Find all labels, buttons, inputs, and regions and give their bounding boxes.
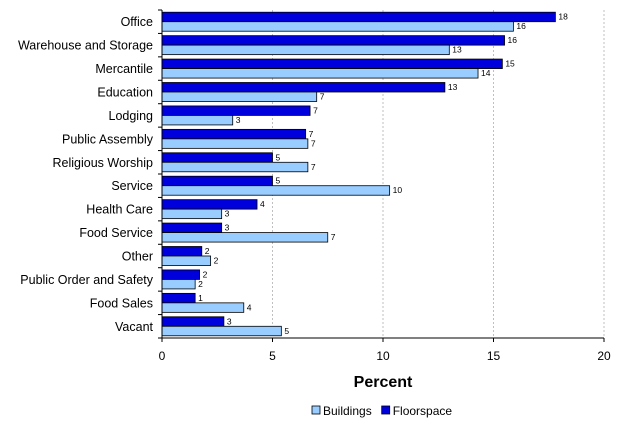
category-label: Religious Worship (52, 156, 153, 170)
bar-buildings (161, 208, 223, 220)
bar-floorspace (161, 58, 503, 69)
bar-buildings (161, 138, 309, 149)
bar-buildings (161, 302, 245, 313)
data-label: 10 (393, 185, 403, 195)
data-label: 1 (198, 293, 203, 303)
x-tick-label: 0 (159, 349, 166, 363)
bar-floorspace (161, 82, 446, 93)
category-label: Public Order and Safety (20, 273, 153, 287)
bar-buildings (161, 255, 212, 266)
legend-label-buildings: Buildings (323, 404, 372, 418)
data-label: 7 (311, 138, 316, 148)
x-tick-label: 10 (376, 349, 390, 363)
bar-floorspace (161, 292, 196, 304)
category-label: Warehouse and Storage (18, 39, 153, 53)
category-label: Office (121, 15, 153, 29)
category-label: Health Care (86, 203, 153, 217)
category-label: Mercantile (95, 62, 153, 76)
legend: Buildings Floorspace (311, 404, 453, 418)
axes (158, 9, 605, 342)
data-label: 16 (516, 21, 526, 31)
data-label: 7 (311, 162, 316, 172)
bar-buildings (161, 115, 234, 126)
bar-floorspace (161, 11, 556, 23)
bar-floorspace (161, 316, 225, 327)
bar-buildings (161, 68, 479, 79)
x-axis-title: Percent (354, 374, 413, 391)
data-label: 7 (320, 92, 325, 102)
bar-buildings (161, 279, 196, 290)
bar-buildings (161, 161, 309, 173)
bar-floorspace (161, 152, 273, 163)
bar-floorspace (161, 246, 203, 257)
data-label: 14 (481, 68, 491, 78)
category-label: Other (122, 250, 153, 264)
data-label: 4 (247, 302, 252, 312)
data-label: 3 (227, 316, 232, 326)
data-label: 5 (276, 152, 281, 162)
legend-swatch-floorspace (381, 405, 391, 415)
bar-floorspace (161, 175, 273, 187)
bar-buildings (161, 185, 391, 196)
data-label: 7 (313, 105, 318, 115)
category-label: Vacant (115, 320, 154, 334)
data-label: 5 (284, 326, 289, 336)
data-label: 3 (225, 209, 230, 219)
x-tick-label: 5 (269, 349, 276, 363)
x-tick-label: 15 (487, 349, 501, 363)
category-label: Food Service (79, 226, 153, 240)
bar-floorspace (161, 128, 307, 140)
category-labels: Office Warehouse and Storage Mercantile Edu… (18, 15, 154, 334)
data-label: 4 (260, 199, 265, 209)
data-label: 7 (331, 232, 336, 242)
legend-label-floorspace: Floorspace (393, 404, 453, 418)
category-label: Service (111, 179, 153, 193)
category-label: Lodging (109, 109, 154, 123)
data-label: 13 (452, 45, 462, 55)
data-label: 3 (236, 115, 241, 125)
bar-buildings (161, 44, 450, 56)
data-label: 7 (309, 129, 314, 139)
x-tick-labels: 0 5 10 15 20 (159, 349, 611, 363)
bar-buildings (161, 325, 282, 337)
category-label: Education (97, 86, 153, 100)
bars-group (161, 11, 556, 337)
data-label: 2 (203, 269, 208, 279)
data-label: 2 (214, 256, 219, 266)
data-label: 3 (225, 223, 230, 233)
category-label: Public Assembly (62, 132, 154, 146)
bar-buildings (161, 232, 329, 243)
bar-floorspace (161, 269, 200, 280)
data-label: 5 (276, 176, 281, 186)
data-label: 2 (198, 279, 203, 289)
data-label: 16 (508, 35, 518, 45)
data-label: 15 (505, 59, 515, 69)
bar-floorspace (161, 199, 258, 210)
gridlines (272, 10, 605, 338)
legend-swatch-buildings (311, 405, 321, 415)
x-tick-label: 20 (597, 349, 611, 363)
category-label: Food Sales (90, 296, 153, 310)
data-label: 18 (558, 12, 568, 22)
data-label: 2 (205, 246, 210, 256)
bar-buildings (161, 91, 318, 102)
bar-buildings (161, 21, 514, 32)
bar-floorspace (161, 222, 223, 233)
data-label: 13 (448, 82, 458, 92)
